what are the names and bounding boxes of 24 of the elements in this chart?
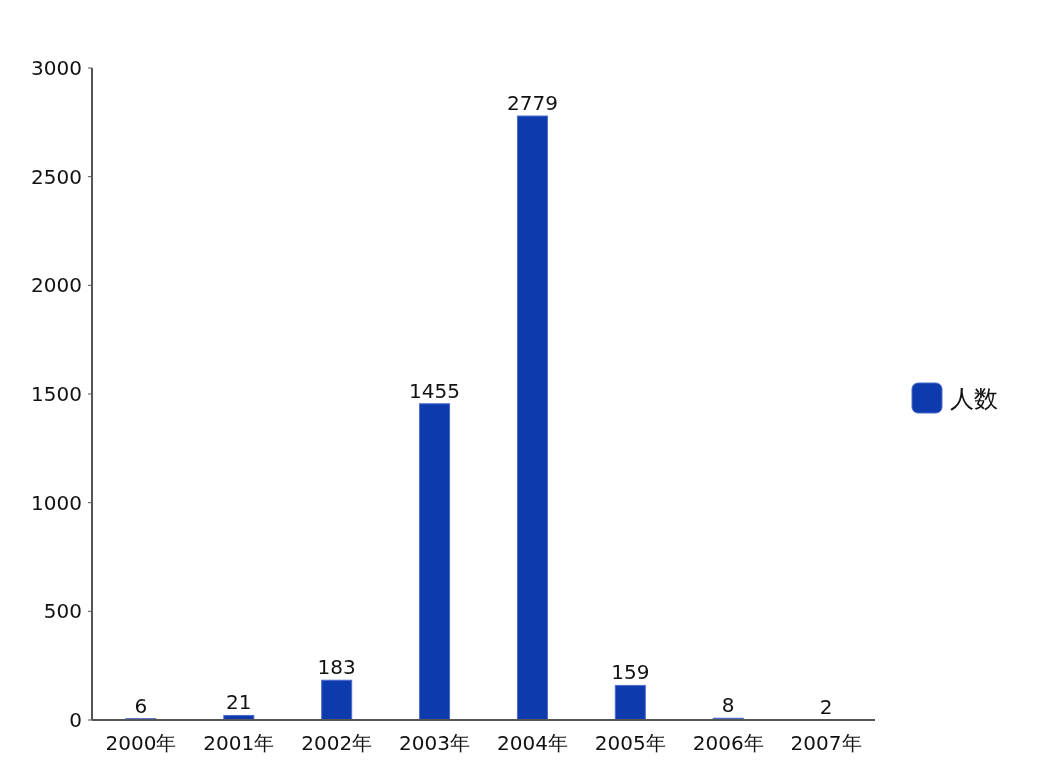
- data-label: 6: [134, 693, 148, 718]
- y-tick-label: 0: [69, 708, 82, 732]
- y-tick-label: 1000: [31, 490, 82, 515]
- y-tick-label: 500: [43, 599, 82, 624]
- data-label: 159: [611, 660, 650, 685]
- data-label: 183: [317, 655, 356, 680]
- x-tick-label: 2007年: [790, 731, 862, 755]
- legend-label: 人数: [950, 385, 998, 413]
- y-tick-label: 2000: [31, 273, 82, 298]
- data-label: 21: [226, 690, 252, 715]
- data-label: 8: [721, 693, 735, 718]
- data-label: 2: [819, 694, 833, 719]
- x-tick-label: 2002年: [301, 731, 373, 755]
- y-tick-label: 1500: [31, 382, 82, 406]
- x-tick-label: 2004年: [496, 731, 568, 755]
- data-label: 2779: [506, 91, 558, 116]
- x-tick-label: 2001年: [203, 731, 275, 755]
- y-tick-label: 3000: [31, 56, 82, 80]
- y-tick-label: 2500: [31, 164, 82, 189]
- x-tick-label: 2000年: [105, 731, 177, 755]
- x-tick-label: 2003年: [399, 731, 471, 755]
- x-tick-label: 2005年: [594, 731, 666, 755]
- data-label: 1455: [409, 378, 461, 403]
- x-tick-label: 2006年: [692, 731, 764, 755]
